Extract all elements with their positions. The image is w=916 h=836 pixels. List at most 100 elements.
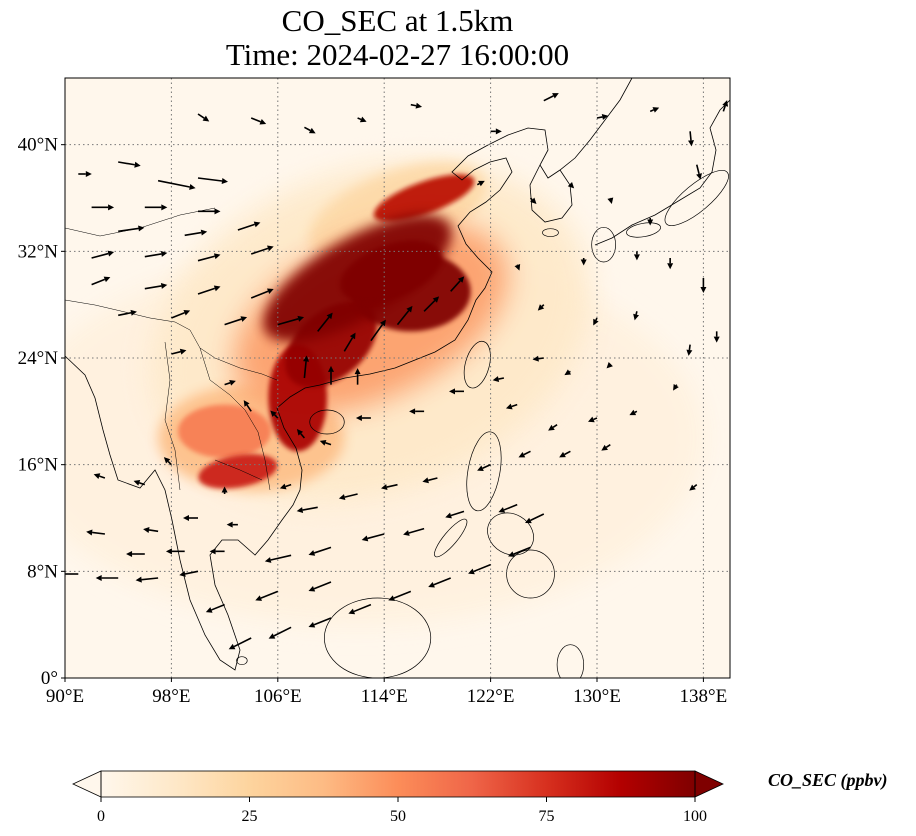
coastline-japan (594, 99, 730, 246)
wind-vector (633, 311, 640, 321)
wind-vector (319, 439, 332, 446)
wind-vector-head (409, 408, 416, 415)
wind-vector (255, 590, 279, 601)
wind-vector (277, 315, 305, 326)
wind-vector-head (532, 355, 539, 362)
wind-vector-head (264, 557, 272, 563)
wind-vector-head (328, 365, 334, 372)
wind-vector (143, 527, 159, 533)
colorbar-title: CO_SEC (ppbv) (768, 770, 888, 790)
wind-vector (518, 450, 531, 458)
colorbar-tick-label: 75 (539, 808, 555, 825)
wind-vector-shaft (343, 337, 354, 352)
wind-vector (450, 276, 465, 292)
wind-vector-shaft (197, 177, 223, 182)
wind-vector-head (296, 507, 304, 513)
wind-vector (700, 278, 707, 293)
wind-vector (197, 113, 210, 122)
wind-vector (596, 113, 609, 120)
island-outline (434, 518, 468, 558)
wind-vector-head (179, 348, 187, 355)
wind-vector-shaft (303, 361, 307, 379)
island-outline (664, 170, 729, 226)
wind-vector-shaft (224, 382, 231, 386)
wind-vector-head (297, 315, 305, 322)
wind-vector-shaft (634, 410, 638, 414)
wind-vector-head (213, 253, 221, 260)
wind-vector-shaft (99, 475, 106, 479)
wind-vector-shaft (273, 626, 292, 637)
wind-vector-shaft (353, 603, 372, 613)
colorbar-extend-min (72, 770, 102, 798)
wind-vector (667, 258, 674, 270)
wind-vector-shaft (635, 311, 638, 315)
wind-vector (607, 197, 614, 204)
wind-vector (593, 317, 599, 326)
wind-vector-shaft (233, 637, 252, 648)
wind-vector (422, 477, 438, 484)
wind-vector-head (183, 515, 189, 521)
wind-vector-shaft (157, 179, 190, 188)
concentration-blob (178, 404, 272, 459)
wind-vector (428, 577, 451, 588)
wind-vector-head (667, 263, 674, 270)
wind-vector (126, 551, 145, 557)
latitude-tick-label: 0° (41, 668, 58, 689)
wind-vector (355, 415, 371, 421)
wind-vector-head (498, 507, 506, 513)
wind-vector-shaft (503, 503, 518, 511)
wind-vector (270, 410, 279, 419)
wind-vector-head (308, 621, 316, 628)
wind-vector-head (160, 250, 168, 257)
wind-vectors (65, 93, 729, 650)
wind-vector-head (160, 282, 168, 289)
wind-vector (449, 388, 464, 395)
latitude-tick-label: 8°N (27, 561, 58, 582)
wind-vector-head (361, 535, 369, 542)
wind-vector-shaft (246, 404, 252, 412)
wind-vector-head (601, 444, 608, 451)
wind-vector-shaft (450, 280, 461, 292)
wind-vector-head (633, 313, 640, 321)
wind-vector (197, 285, 221, 295)
wind-vector-head (214, 208, 221, 215)
longitude-tick-label: 130°E (573, 686, 621, 707)
wind-vector-head (93, 473, 101, 479)
wind-vector-head (629, 409, 637, 416)
colorbar-ticks: 0 25 50 75 100 (97, 797, 707, 825)
concentration-field (65, 162, 704, 625)
wind-vector (514, 263, 521, 271)
wind-vector-head (308, 585, 316, 592)
wind-vector-shaft (482, 463, 491, 469)
wind-vector (135, 576, 159, 583)
wind-vector (357, 116, 367, 123)
wind-vector-head (326, 312, 333, 320)
wind-vector-head (95, 575, 102, 581)
wind-vector-head (189, 184, 196, 190)
wind-vector-shaft (91, 252, 109, 259)
island-outline (591, 226, 616, 263)
wind-vector-head (422, 477, 429, 484)
wind-vector-shaft (543, 95, 554, 102)
wind-vector-shaft (596, 116, 603, 119)
colorbar: 0 25 50 75 100 (72, 770, 724, 825)
wind-vector-head (226, 521, 233, 528)
wind-vector-shaft (541, 304, 545, 307)
wind-vector (91, 276, 111, 286)
wind-vector (308, 546, 332, 556)
wind-vector-shaft (473, 563, 491, 573)
wind-vector-head (103, 276, 111, 283)
wind-vector (338, 493, 358, 501)
wind-vector-shaft (693, 484, 698, 488)
wind-vector-head (713, 336, 720, 343)
wind-vector-shaft (530, 513, 545, 522)
wind-vector-shaft (569, 370, 571, 373)
wind-vector-shaft (250, 117, 261, 123)
wind-vector (184, 229, 208, 237)
wind-vector-shaft (564, 450, 571, 456)
wind-vector-shaft (325, 442, 332, 446)
wind-vector-head (445, 512, 452, 519)
wind-vector-shaft (396, 310, 410, 326)
wind-vector-shaft (552, 424, 558, 429)
island-outline (463, 340, 491, 389)
